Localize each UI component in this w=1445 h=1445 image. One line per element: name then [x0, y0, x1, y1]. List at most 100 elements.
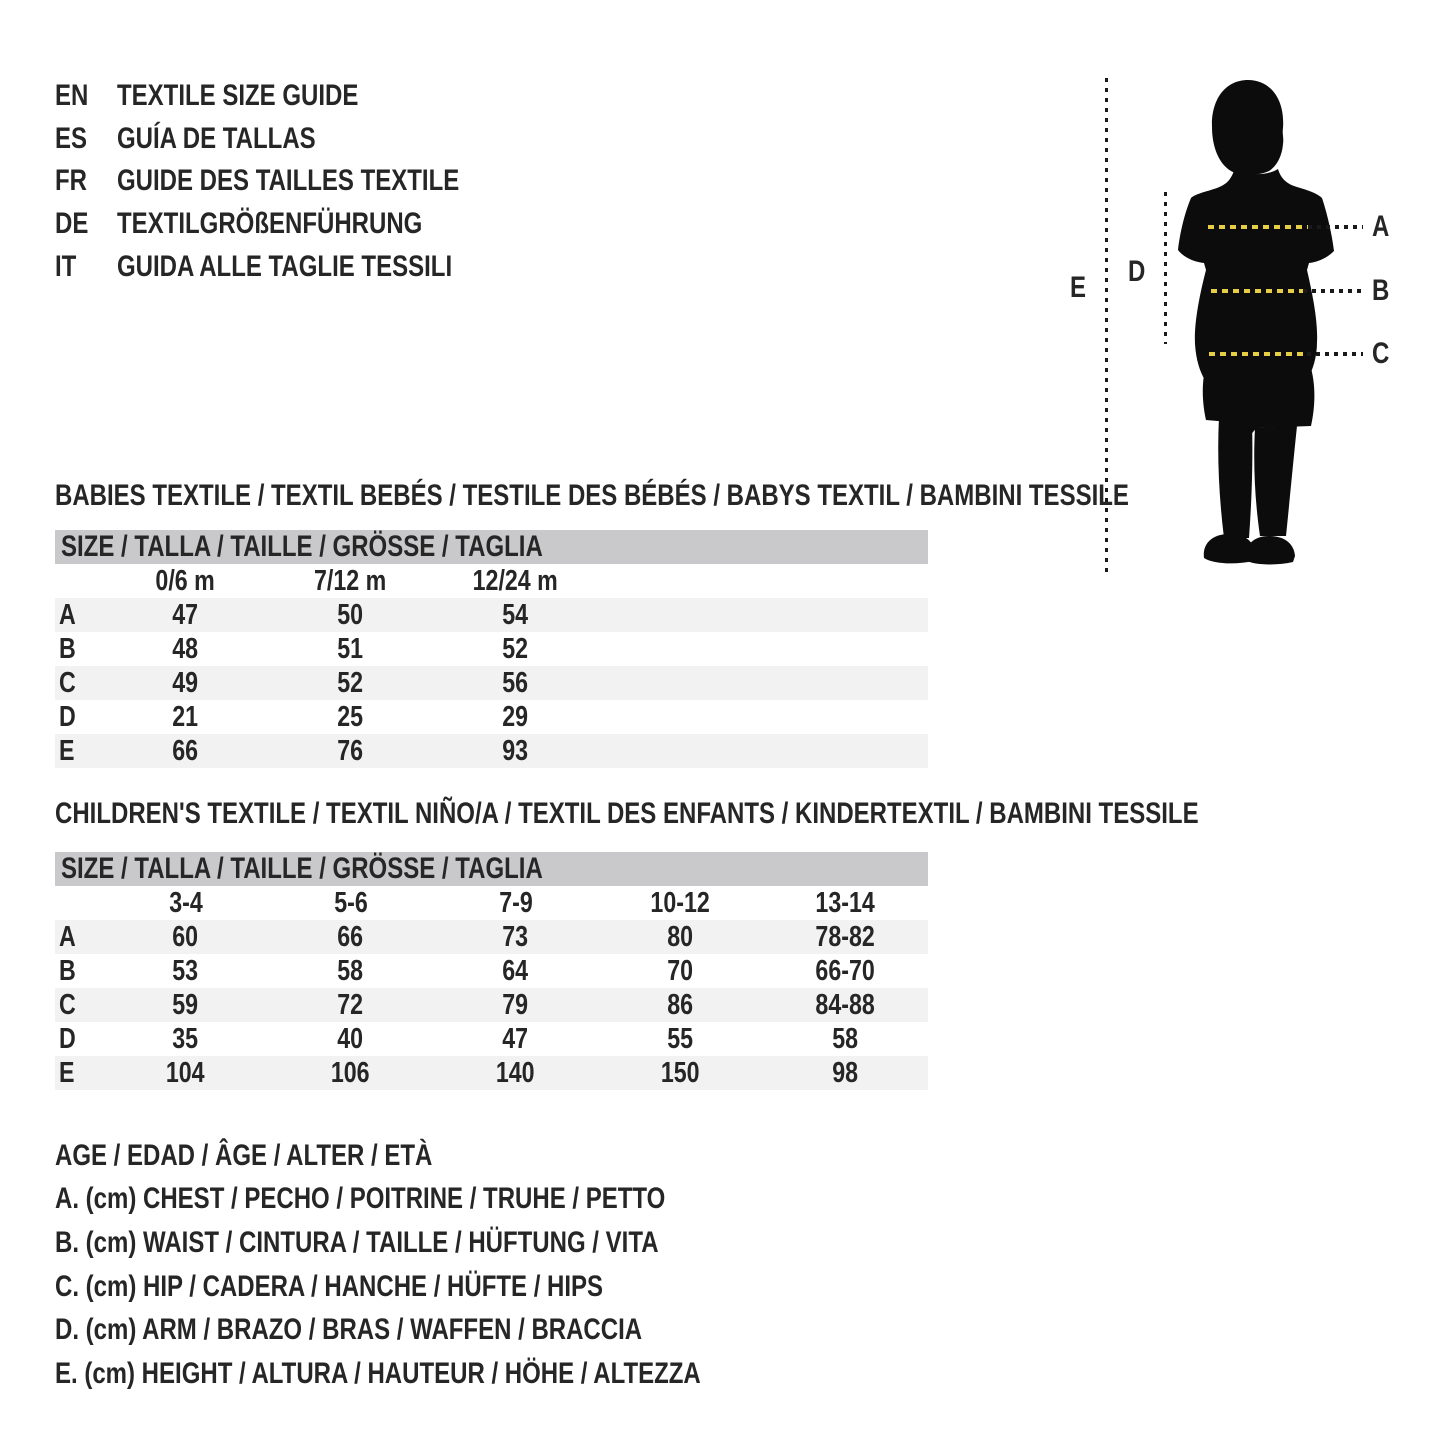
- language-row: FR GUIDE DES TAILLES TEXTILE: [55, 160, 545, 203]
- table-cell: 55: [667, 1022, 694, 1055]
- silhouette-body: [1178, 168, 1334, 402]
- babies-section-title: BABIES TEXTILE / TEXTIL BEBÉS / TESTILE …: [55, 479, 1129, 512]
- silhouette-right-shoe: [1244, 536, 1295, 565]
- column-header: 7/12 m: [314, 564, 387, 597]
- table-cell: 66: [172, 734, 199, 767]
- silhouette-head: [1211, 80, 1284, 175]
- measure-label-d: D: [1128, 255, 1146, 288]
- column-header: 13-14: [815, 886, 876, 919]
- table-cell: [598, 734, 763, 768]
- silhouette-shorts: [1202, 368, 1315, 436]
- table-row: E 104 106 140 150 98: [55, 1056, 928, 1090]
- waist-measure-line-b-outer: [1303, 289, 1363, 293]
- language-code: ES: [55, 121, 88, 155]
- language-title: GUÍA DE TALLAS: [117, 121, 316, 155]
- table-row: B 48 51 52: [55, 632, 928, 666]
- table-cell: 84-88: [815, 988, 876, 1021]
- measure-label-b: B: [1372, 274, 1390, 307]
- table-row: B 53 58 64 70 66-70: [55, 954, 928, 988]
- column-header: 5-6: [333, 886, 368, 919]
- table-cell: [763, 666, 928, 700]
- row-label: A: [59, 920, 76, 953]
- table-cell: 21: [172, 700, 199, 733]
- language-row: ES GUÍA DE TALLAS: [55, 118, 545, 161]
- table-row: C 49 52 56: [55, 666, 928, 700]
- table-cell: 52: [502, 632, 529, 665]
- silhouette-right-leg: [1254, 426, 1297, 536]
- legend-line: E. (cm) HEIGHT / ALTURA / HAUTEUR / HÖHE…: [55, 1356, 701, 1390]
- hip-measure-line-c-outer: [1307, 352, 1363, 356]
- table-cell: 47: [172, 598, 199, 631]
- measure-label-a: A: [1372, 210, 1390, 243]
- table-cell: 54: [502, 598, 529, 631]
- measure-label-e: E: [1070, 271, 1087, 304]
- table-row: E 66 76 93: [55, 734, 928, 768]
- column-header-row: 3-4 5-6 7-9 10-12 13-14: [55, 886, 928, 920]
- table-cell: 25: [337, 700, 364, 733]
- table-cell: 49: [172, 666, 199, 699]
- row-label: [55, 564, 103, 598]
- table-row: D 35 40 47 55 58: [55, 1022, 928, 1056]
- table-cell: [763, 632, 928, 666]
- table-row: D 21 25 29: [55, 700, 928, 734]
- legend-line: B. (cm) WAIST / CINTURA / TAILLE / HÜFTU…: [55, 1225, 659, 1259]
- table-cell: 104: [166, 1056, 205, 1089]
- table-cell: 48: [172, 632, 199, 665]
- table-cell: 72: [337, 988, 364, 1021]
- row-label: D: [59, 700, 76, 733]
- measure-label-c: C: [1372, 337, 1390, 370]
- children-size-table: SIZE / TALLA / TAILLE / GRÖSSE / TAGLIA …: [55, 852, 928, 1090]
- language-code: FR: [55, 164, 87, 198]
- language-code: DE: [55, 207, 89, 241]
- language-code: IT: [55, 249, 77, 283]
- table-cell: 70: [667, 954, 694, 987]
- language-code: EN: [55, 79, 89, 113]
- table-cell: 35: [172, 1022, 199, 1055]
- legend-line: A. (cm) CHEST / PECHO / POITRINE / TRUHE…: [55, 1182, 666, 1216]
- table-row: A 47 50 54: [55, 598, 928, 632]
- language-row: DE TEXTILGRÖßENFÜHRUNG: [55, 203, 545, 246]
- table-cell: 98: [832, 1056, 859, 1089]
- table-cell: 66-70: [815, 954, 876, 987]
- table-cell: 53: [172, 954, 199, 987]
- table-cell: 79: [502, 988, 529, 1021]
- column-header: 10-12: [650, 886, 711, 919]
- table-cell: 51: [337, 632, 364, 665]
- table-row: C 59 72 79 86 84-88: [55, 988, 928, 1022]
- row-label: [55, 886, 103, 920]
- table-cell: [763, 700, 928, 734]
- column-header: 3-4: [168, 886, 203, 919]
- column-header: 0/6 m: [155, 564, 216, 597]
- column-header: 7-9: [498, 886, 533, 919]
- table-cell: 80: [667, 920, 694, 953]
- column-header: 12/24 m: [472, 564, 559, 597]
- column-header-row: 0/6 m 7/12 m 12/24 m: [55, 564, 928, 598]
- language-title: GUIDE DES TAILLES TEXTILE: [117, 164, 460, 198]
- row-label: E: [59, 734, 75, 767]
- legend-line: AGE / EDAD / ÂGE / ALTER / ETÀ: [55, 1138, 433, 1172]
- column-header: [598, 564, 763, 598]
- table-row: A 60 66 73 80 78-82: [55, 920, 928, 954]
- table-cell: 56: [502, 666, 529, 699]
- table-cell: 150: [661, 1056, 700, 1089]
- row-label: A: [59, 598, 76, 631]
- table-cell: 60: [172, 920, 199, 953]
- table-cell: 66: [337, 920, 364, 953]
- table-cell: 76: [337, 734, 364, 767]
- table-cell: 52: [337, 666, 364, 699]
- size-header-bar: SIZE / TALLA / TAILLE / GRÖSSE / TAGLIA: [55, 852, 928, 886]
- table-cell: 58: [832, 1022, 859, 1055]
- silhouette-left-shoe: [1203, 534, 1255, 564]
- measurement-legend: AGE / EDAD / ÂGE / ALTER / ETÀ A. (cm) C…: [55, 1134, 862, 1396]
- row-label: B: [59, 632, 76, 665]
- language-title-block: EN TEXTILE SIZE GUIDE ES GUÍA DE TALLAS …: [55, 75, 545, 288]
- table-cell: 47: [502, 1022, 529, 1055]
- language-row: EN TEXTILE SIZE GUIDE: [55, 75, 545, 118]
- language-title: GUIDA ALLE TAGLIE TESSILI: [117, 249, 453, 283]
- hip-measure-line-c: [1209, 352, 1307, 356]
- chest-measure-line-a: [1208, 225, 1308, 229]
- waist-measure-line-b: [1211, 289, 1303, 293]
- row-label: C: [59, 988, 76, 1021]
- table-cell: 40: [337, 1022, 364, 1055]
